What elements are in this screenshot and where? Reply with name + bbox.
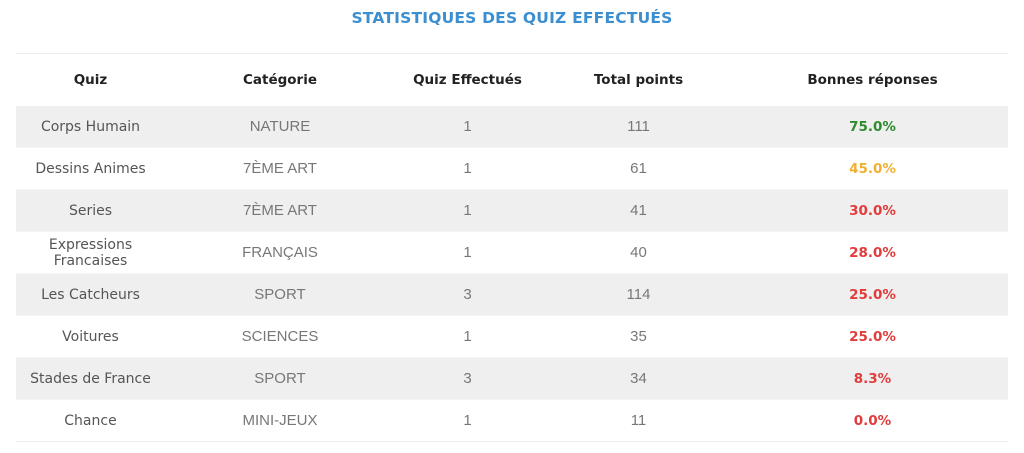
table-row: Expressions Francaises FRANÇAIS 1 40 28.0% bbox=[16, 231, 1008, 274]
cell-total-points: 41 bbox=[540, 189, 737, 232]
column-header-category: Catégorie bbox=[242, 72, 317, 88]
column-header-quiz-count: Quiz Effectués bbox=[413, 72, 522, 88]
cell-total-points: 11 bbox=[540, 399, 737, 442]
cell-quiz-name: Les Catcheurs bbox=[16, 273, 165, 316]
cell-quiz-count: 1 bbox=[395, 147, 540, 190]
cell-quiz-name: Series bbox=[16, 189, 165, 232]
cell-correct-answers: 45.0% bbox=[737, 147, 1008, 190]
cell-total-points: 40 bbox=[540, 231, 737, 274]
column-header-correct-answers: Bonnes réponses bbox=[807, 72, 938, 88]
cell-quiz-count: 1 bbox=[395, 315, 540, 358]
cell-category: 7ÈME ART bbox=[165, 189, 395, 232]
page-title: STATISTIQUES DES QUIZ EFFECTUÉS bbox=[351, 9, 673, 27]
table-row: Corps Humain NATURE 1 111 75.0% bbox=[16, 106, 1008, 148]
cell-quiz-name: Expressions Francaises bbox=[16, 231, 165, 274]
cell-total-points: 34 bbox=[540, 357, 737, 400]
table-header: Quiz Catégorie Quiz Effectués Total poin… bbox=[16, 54, 1008, 106]
cell-correct-answers: 25.0% bbox=[737, 273, 1008, 316]
cell-category: SCIENCES bbox=[165, 315, 395, 358]
table-row: Stades de France SPORT 3 34 8.3% bbox=[16, 357, 1008, 400]
cell-quiz-name: Dessins Animes bbox=[16, 147, 165, 190]
table-body: Corps Humain NATURE 1 111 75.0% Dessins Anime… bbox=[16, 106, 1008, 442]
cell-quiz-count: 1 bbox=[395, 106, 540, 148]
quiz-stats-table: Quiz Catégorie Quiz Effectués Total poin… bbox=[16, 54, 1008, 442]
table-row: Voitures SCIENCES 1 35 25.0% bbox=[16, 315, 1008, 358]
cell-correct-answers: 30.0% bbox=[737, 189, 1008, 232]
cell-correct-answers: 0.0% bbox=[737, 399, 1008, 442]
cell-quiz-name: Chance bbox=[16, 399, 165, 442]
cell-total-points: 114 bbox=[540, 273, 737, 316]
cell-quiz-count: 3 bbox=[395, 357, 540, 400]
header-row: Quiz Catégorie Quiz Effectués Total poin… bbox=[16, 54, 1008, 106]
cell-total-points: 111 bbox=[540, 106, 737, 148]
table-row: Series 7ÈME ART 1 41 30.0% bbox=[16, 189, 1008, 232]
cell-quiz-name: Corps Humain bbox=[16, 106, 165, 148]
table-row: Dessins Animes 7ÈME ART 1 61 45.0% bbox=[16, 147, 1008, 190]
cell-quiz-count: 1 bbox=[395, 189, 540, 232]
column-header-total-points: Total points bbox=[593, 72, 684, 88]
cell-quiz-count: 1 bbox=[395, 399, 540, 442]
table-row: Les Catcheurs SPORT 3 114 25.0% bbox=[16, 273, 1008, 316]
cell-category: NATURE bbox=[165, 106, 395, 148]
cell-correct-answers: 25.0% bbox=[737, 315, 1008, 358]
cell-category: MINI-JEUX bbox=[165, 399, 395, 442]
cell-category: FRANÇAIS bbox=[165, 231, 395, 274]
title-divider bbox=[16, 53, 1008, 54]
table-row: Chance MINI-JEUX 1 11 0.0% bbox=[16, 399, 1008, 442]
column-header-quiz: Quiz bbox=[73, 72, 108, 88]
cell-correct-answers: 75.0% bbox=[737, 106, 1008, 148]
cell-quiz-name: Stades de France bbox=[16, 357, 165, 400]
cell-quiz-count: 3 bbox=[395, 273, 540, 316]
cell-category: SPORT bbox=[165, 357, 395, 400]
cell-quiz-name: Voitures bbox=[16, 315, 165, 358]
cell-correct-answers: 8.3% bbox=[737, 357, 1008, 400]
cell-category: 7ÈME ART bbox=[165, 147, 395, 190]
cell-correct-answers: 28.0% bbox=[737, 231, 1008, 274]
cell-total-points: 61 bbox=[540, 147, 737, 190]
cell-total-points: 35 bbox=[540, 315, 737, 358]
cell-category: SPORT bbox=[165, 273, 395, 316]
cell-quiz-count: 1 bbox=[395, 231, 540, 274]
